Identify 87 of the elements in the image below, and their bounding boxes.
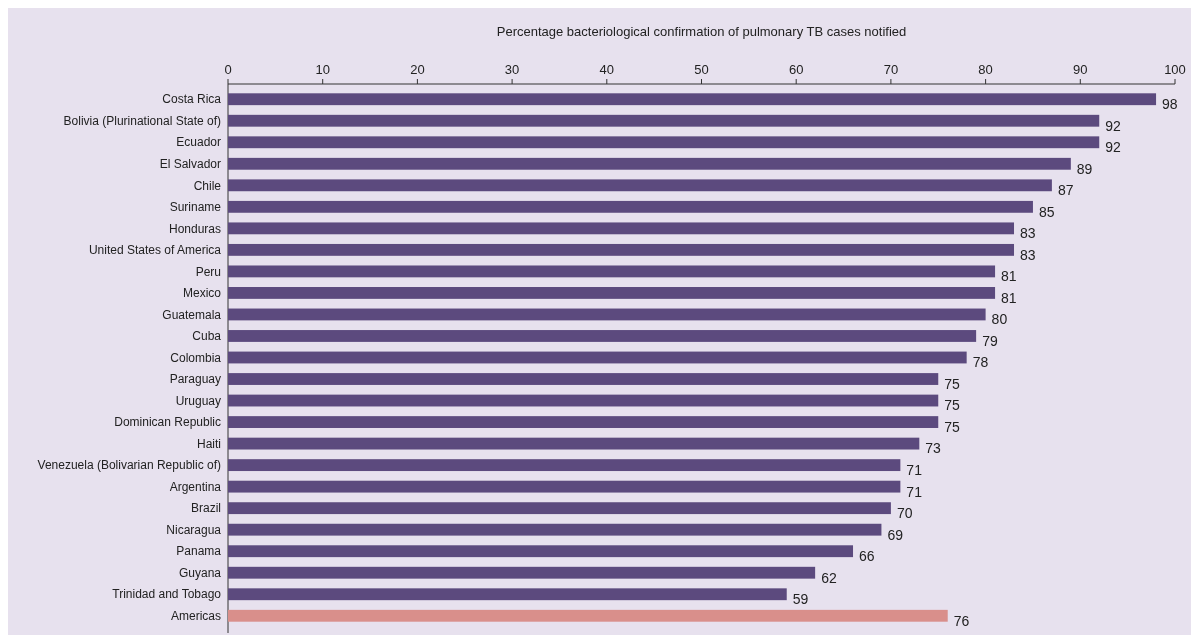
data-label: 80 [991,311,1008,328]
data-label: 71 [906,462,923,479]
data-label: 98 [1162,96,1178,113]
y-tick-label: Chile [193,178,222,193]
x-tick-label: 100 [1164,62,1186,77]
bar [228,287,996,299]
data-label: 89 [1076,160,1093,177]
y-tick-label: Argentina [169,479,222,494]
data-label: 66 [859,548,875,565]
y-tick-label: Nicaragua [166,522,222,537]
bar [228,93,1157,106]
bar [228,437,920,450]
y-tick-label: El Salvador [159,156,221,171]
y-tick-label: Haiti [196,436,221,451]
y-tick-label: Trinidad and Tobago [112,587,222,602]
bar [228,480,901,493]
data-label: 69 [887,526,904,543]
data-label: 78 [972,354,989,371]
x-tick-label: 30 [504,62,520,77]
bar [228,502,891,515]
y-tick-label: Honduras [168,221,221,236]
y-tick-label: Cuba [192,329,222,344]
bar [228,157,1071,170]
data-label: 62 [821,569,837,586]
y-tick-label: United States of America [88,243,222,258]
y-tick-label: Paraguay [169,372,221,387]
bar [228,200,1033,213]
data-label: 81 [1001,289,1017,306]
y-tick-label: Peru [195,264,221,279]
y-tick-label: Bolivia (Plurinational State of) [63,113,221,128]
bar [228,136,1100,149]
x-tick-label: 60 [788,62,804,77]
y-tick-label: Uruguay [175,393,221,408]
bar [228,243,1015,256]
data-label: 75 [944,397,961,414]
data-label: 73 [925,440,942,457]
data-label: 76 [953,612,970,629]
data-label: 92 [1105,139,1122,156]
bar [228,459,901,472]
data-label: 59 [792,591,809,608]
bar [228,609,948,622]
bar [228,265,996,278]
x-tick-label: 0 [224,62,232,77]
data-label: 92 [1105,117,1122,134]
data-label: 75 [944,418,961,435]
bar [228,330,977,342]
data-label: 83 [1020,246,1036,263]
bar [228,222,1015,235]
data-label: 71 [906,483,923,500]
bar [228,416,939,428]
x-tick-label: 80 [978,62,993,77]
y-tick-label: Mexico [182,286,222,301]
y-tick-label: Brazil [190,501,221,516]
x-tick-label: 50 [694,62,709,77]
bar [228,114,1100,127]
bar [228,351,967,364]
x-tick-label: 20 [410,62,425,77]
y-tick-label: Colombia [170,350,222,365]
data-label: 85 [1038,203,1055,220]
data-label: 87 [1057,182,1074,199]
x-tick-label: 10 [315,62,330,77]
bar [228,566,816,579]
bar [228,179,1052,192]
bar [228,588,787,601]
y-tick-label: Guyana [178,565,222,580]
bar [228,373,939,385]
data-label: 70 [896,505,913,522]
y-tick-label: Dominican Republic [114,415,221,430]
data-label: 81 [1001,268,1017,285]
data-label: 75 [944,375,961,392]
x-tick-label: 90 [1073,62,1088,77]
bar [228,308,986,321]
bar [228,545,854,558]
bar [228,523,882,536]
x-tick-label: 70 [883,62,899,77]
data-label: 83 [1020,225,1036,242]
x-axis-title: Percentage bacteriological confirmation of pulmonary TB cases notified [496,24,907,39]
y-tick-label: Guatemala [162,307,222,322]
data-label: 79 [982,332,998,349]
y-tick-label: Suriname [169,200,222,215]
y-tick-label: Ecuador [176,135,221,150]
y-tick-label: Americas [170,608,221,623]
y-tick-label: Panama [176,544,222,559]
y-tick-label: Costa Rica [162,92,222,107]
x-tick-label: 40 [599,62,615,77]
bar [228,394,939,407]
y-tick-label: Venezuela (Bolivarian Republic of) [37,458,221,473]
